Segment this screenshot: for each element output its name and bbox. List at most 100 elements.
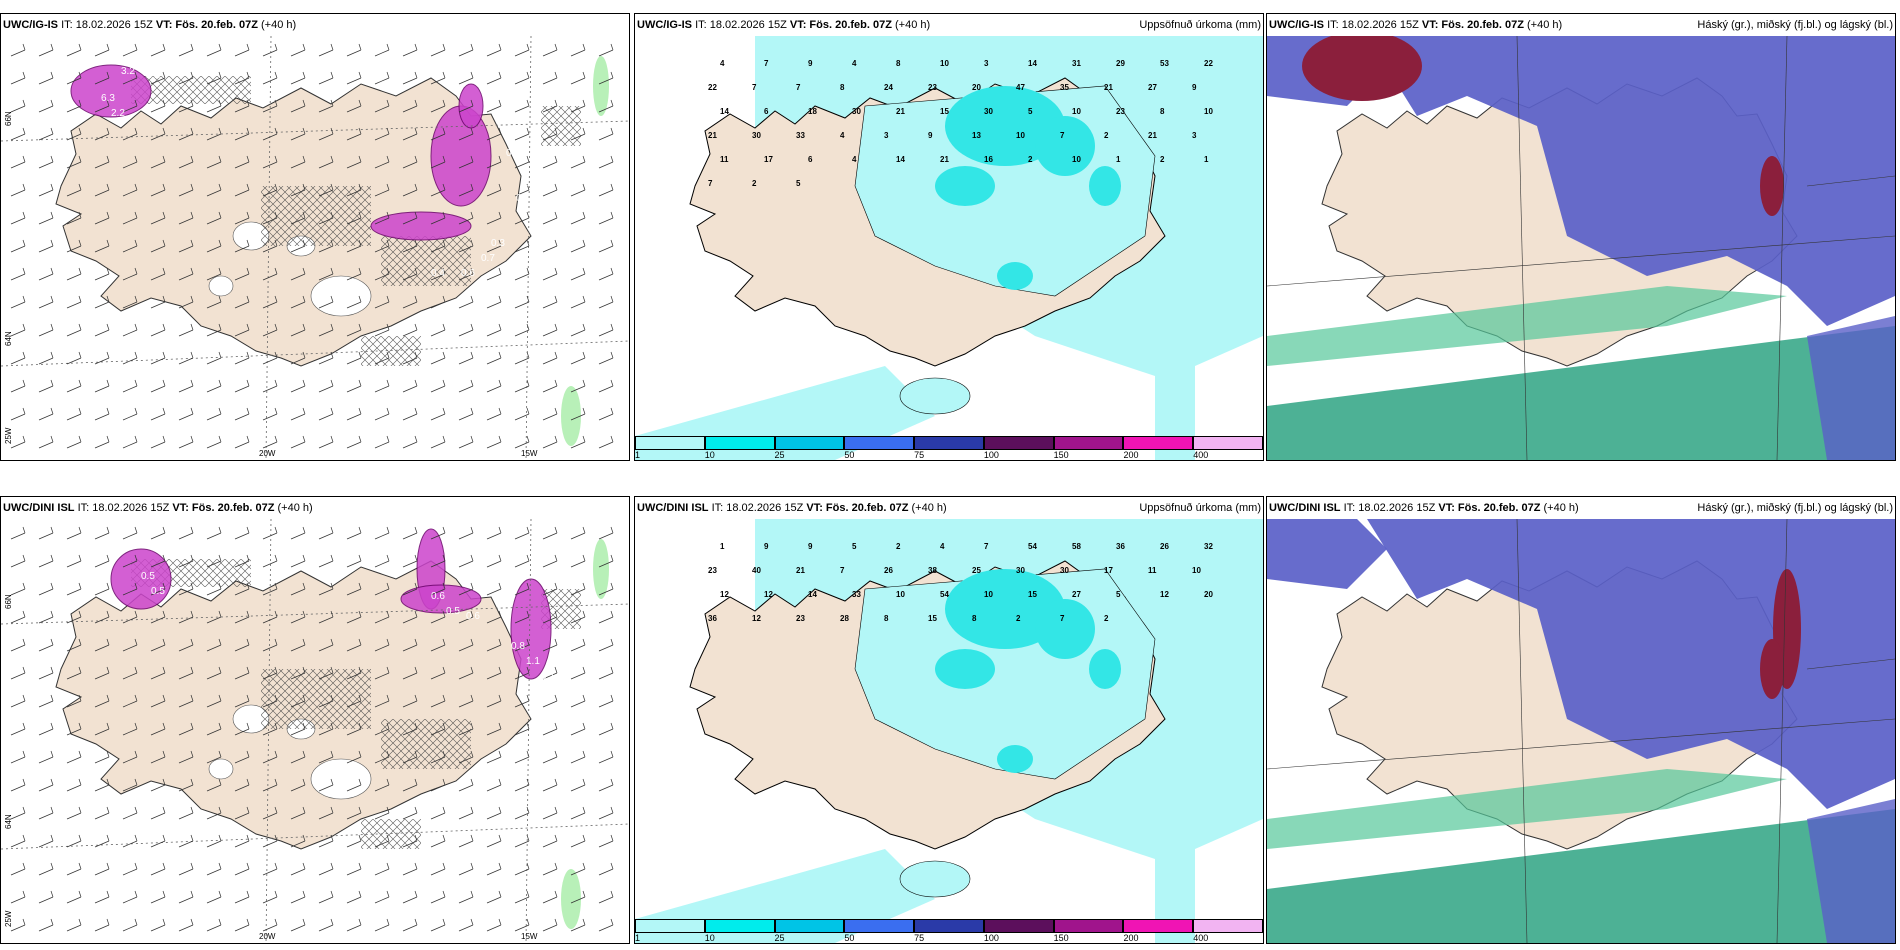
precip-value-label: 10 xyxy=(1072,107,1081,116)
precip-value-label: 38 xyxy=(928,566,937,575)
precip-value-label: 31 xyxy=(1072,59,1081,68)
precip-value-label: 23 xyxy=(796,614,805,623)
lat-label: 64N xyxy=(4,331,13,346)
precip-value-label: 10 xyxy=(1192,566,1201,575)
precip-value-label: 8 xyxy=(896,59,901,68)
precip-value-label: 36 xyxy=(1116,542,1125,551)
valid-time-label: VT: xyxy=(806,502,823,514)
colorbar-swatch xyxy=(1053,919,1124,933)
precip-value-label: 2 xyxy=(1104,131,1109,140)
precip-value-label: 14 xyxy=(720,107,729,116)
precip-value-label: 0.7 xyxy=(481,253,495,264)
field-title: Uppsöfnuð úrkoma (mm) xyxy=(1139,502,1261,514)
map-panel-p1: UWC/IG-IS IT: 18.02.2026 15Z VT: Fös. 20… xyxy=(0,13,630,461)
issue-time: IT: 18.02.2026 15Z xyxy=(77,502,170,514)
precip-value-label: 0.5 xyxy=(141,571,155,582)
precip-value-label: 53 xyxy=(1160,59,1169,68)
precip-rate-area xyxy=(430,105,492,207)
precip-value-label: 12 xyxy=(764,590,773,599)
panel-header: UWC/IG-IS IT: 18.02.2026 15Z VT: Fös. 20… xyxy=(1,14,629,36)
model-label: UWC/DINI ISL xyxy=(1269,502,1341,514)
colorbar-tick-label: 400 xyxy=(1193,933,1209,943)
precip-value-label: 11 xyxy=(1148,566,1157,575)
map-canvas xyxy=(1267,519,1895,943)
high-cloud-area xyxy=(1302,36,1422,101)
precip-value-label: 54 xyxy=(1028,542,1037,551)
precip-value-label: 8 xyxy=(1160,107,1165,116)
precip-value-label: 27 xyxy=(1148,83,1157,92)
precip-value-label: 58 xyxy=(1072,542,1081,551)
panel-header: UWC/IG-IS IT: 18.02.2026 15Z VT: Fös. 20… xyxy=(635,14,1263,36)
colorbar-swatch xyxy=(983,919,1054,933)
lead-time: (+40 h) xyxy=(1527,19,1563,31)
colorbar-tick-label: 1 xyxy=(635,933,641,943)
colorbar-swatch xyxy=(844,919,915,933)
precip-value-label: 7 xyxy=(984,542,989,551)
precip-value-label: 0.6 xyxy=(466,611,480,622)
precip-value-label: 3.2 xyxy=(121,66,135,77)
colorbar-tick-label: 200 xyxy=(1123,933,1139,943)
precip-value-label: 0.5 xyxy=(446,606,460,617)
precip-value-label: 30 xyxy=(1016,566,1025,575)
colorbar-tick-label: 50 xyxy=(844,933,855,943)
colorbar-swatch xyxy=(844,436,915,450)
precip-value-label: 2 xyxy=(1104,614,1109,623)
valid-time-label: VT: xyxy=(155,19,173,31)
valid-time-label: VT: xyxy=(1438,502,1455,514)
precip-value-label: 0.7 xyxy=(516,193,530,204)
model-label: UWC/IG-IS xyxy=(637,19,692,31)
precip-value-label: 40 xyxy=(752,566,761,575)
lat-label: 25W xyxy=(4,910,13,927)
panel-header: UWC/IG-IS IT: 18.02.2026 15Z VT: Fös. 20… xyxy=(1267,14,1895,36)
precip-value-label: 54 xyxy=(940,590,949,599)
precip-value-label: 0.6 xyxy=(461,268,475,279)
colorbar-tick-label: 150 xyxy=(1053,450,1069,460)
colorbar-swatch xyxy=(774,436,845,450)
colorbar-swatch xyxy=(635,919,705,933)
issue-time: IT: 18.02.2026 15Z xyxy=(61,19,153,31)
map-canvas xyxy=(1267,36,1895,460)
colorbar-swatch xyxy=(983,436,1054,450)
precip-rate-area xyxy=(370,211,472,241)
precip-value-label: 25 xyxy=(972,566,981,575)
lat-label: 25W xyxy=(4,427,13,444)
precip-value-label: 8 xyxy=(884,614,889,623)
precip-value-label: 28 xyxy=(840,614,849,623)
colorbar-swatch xyxy=(1053,436,1124,450)
precip-rate-area xyxy=(458,83,484,129)
colorbar-tick-label: 25 xyxy=(774,450,785,460)
precip-value-label: 21 xyxy=(1148,131,1157,140)
colorbar-swatch xyxy=(1193,436,1263,450)
valid-time: Fös. 20.feb. 07Z xyxy=(1441,19,1524,31)
precip-value-label: 12 xyxy=(1160,590,1169,599)
precip-value-label: 10 xyxy=(984,590,993,599)
precip-value-label: 4 xyxy=(852,59,857,68)
precip-value-label: 10 xyxy=(940,59,949,68)
precip-value-label: 24 xyxy=(884,83,893,92)
precip-value-label: 0.6 xyxy=(431,591,445,602)
precip-value-label: 36 xyxy=(708,614,717,623)
colorbar-tick-label: 200 xyxy=(1123,450,1139,460)
precip-value-label: 7 xyxy=(708,179,713,188)
colorbar-swatch xyxy=(914,919,984,933)
precip-value-label: 1.2 xyxy=(146,70,160,81)
mid-cloud-area xyxy=(1267,326,1895,460)
precip-value-label: 2.2 xyxy=(111,108,125,119)
colorbar-tick-label: 400 xyxy=(1193,450,1209,460)
precip-value-label: 7 xyxy=(1060,131,1065,140)
precip-value-label: 9 xyxy=(1192,83,1197,92)
precip-rate-area xyxy=(70,64,152,118)
precip-value-label: 1 xyxy=(720,542,725,551)
precip-value-label: 12 xyxy=(752,614,761,623)
colorbar-tick-label: 1 xyxy=(635,450,641,460)
valid-time-label: VT: xyxy=(789,19,807,31)
precip-value-label: 5 xyxy=(796,179,801,188)
precip-value-label: 2 xyxy=(1028,155,1033,164)
lead-time: (+40 h) xyxy=(261,19,297,31)
precip-rate-area xyxy=(400,584,482,614)
lon-label: 20W xyxy=(259,449,276,458)
lon-label: 15W xyxy=(521,932,538,941)
